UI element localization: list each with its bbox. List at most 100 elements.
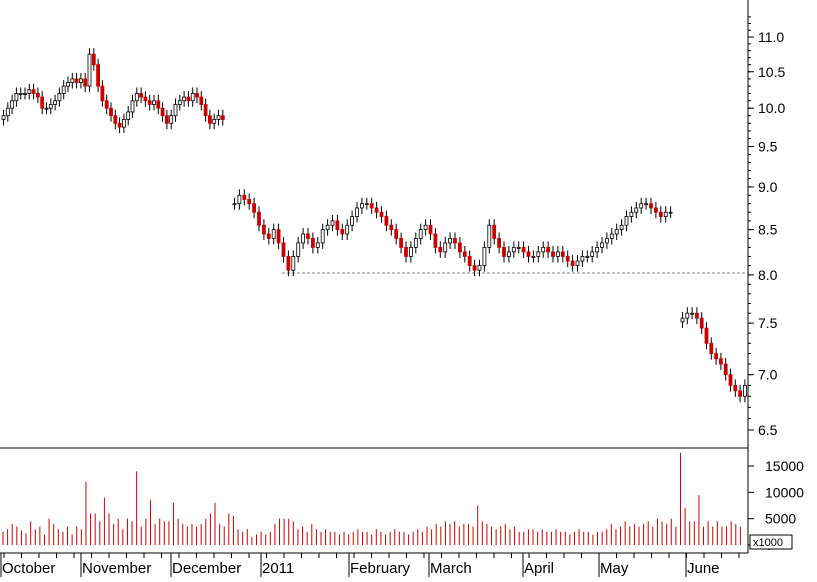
candle-down xyxy=(438,246,443,253)
candle-down xyxy=(462,251,467,257)
candle-down xyxy=(723,363,728,376)
candle-up xyxy=(10,100,15,109)
price-pane xyxy=(0,48,748,449)
month-label: November xyxy=(82,560,151,577)
price-tick-label: 7.5 xyxy=(758,315,778,331)
candle-down xyxy=(695,312,699,319)
candle-up xyxy=(212,119,217,124)
candle-up xyxy=(271,229,276,239)
price-tick-label: 11.0 xyxy=(758,29,784,45)
candle-up xyxy=(325,224,330,231)
candle-up xyxy=(585,256,590,258)
candle-down xyxy=(281,242,286,257)
candle-down xyxy=(399,238,404,248)
candle-down xyxy=(113,115,118,124)
candle-up xyxy=(79,78,83,83)
volume-tick-label: 10000 xyxy=(765,484,804,500)
unit-label: x1000 xyxy=(753,537,783,549)
candle-up xyxy=(66,82,70,87)
candle-up xyxy=(330,220,335,226)
candle-up xyxy=(296,242,301,257)
candle-up xyxy=(487,224,492,248)
candle-up xyxy=(580,256,585,262)
candle-up xyxy=(48,104,53,109)
candle-down xyxy=(109,107,113,117)
price-tick-label: 9.0 xyxy=(758,179,778,195)
candle-down xyxy=(560,251,565,257)
candle-down xyxy=(306,233,310,239)
candle-down xyxy=(649,203,653,209)
month-label: February xyxy=(350,560,411,577)
candle-down xyxy=(497,238,502,248)
candle-down xyxy=(247,199,252,205)
candle-up xyxy=(359,203,364,209)
candle-up xyxy=(418,229,423,239)
candle-up xyxy=(23,93,27,95)
candle-down xyxy=(453,238,457,244)
candle-down xyxy=(31,89,36,94)
candle-up xyxy=(595,246,599,253)
candle-down xyxy=(220,115,225,120)
candle-down xyxy=(738,390,742,397)
candle-up xyxy=(506,251,511,257)
candle-up xyxy=(320,229,325,244)
candle-up xyxy=(600,242,604,248)
price-tick-label: 6.5 xyxy=(758,422,778,438)
candle-up xyxy=(291,256,296,271)
candle-up xyxy=(743,384,747,397)
month-label: June xyxy=(687,560,720,577)
candle-down xyxy=(257,211,261,226)
month-label: April xyxy=(524,560,554,577)
candle-up xyxy=(355,207,359,217)
candle-down xyxy=(654,207,658,213)
candle-down xyxy=(394,229,399,239)
candle-down xyxy=(472,265,477,271)
candle-up xyxy=(27,89,32,94)
candle-up xyxy=(541,246,546,253)
candle-up xyxy=(443,242,448,253)
candle-up xyxy=(556,251,560,257)
candle-down xyxy=(199,96,204,105)
candle-down xyxy=(404,246,408,257)
candle-up xyxy=(87,53,92,87)
candle-down xyxy=(203,104,208,117)
candle-down xyxy=(104,100,109,109)
candle-up xyxy=(685,312,690,319)
candle-down xyxy=(733,384,738,392)
candle-down xyxy=(83,78,88,87)
candle-up xyxy=(511,246,516,253)
candle-down xyxy=(709,342,714,354)
candle-up xyxy=(680,317,685,323)
candle-down xyxy=(502,246,506,257)
candle-down xyxy=(433,233,438,248)
candle-up xyxy=(130,100,135,113)
candle-down xyxy=(551,251,555,257)
volume-tick-label: 5000 xyxy=(765,511,796,527)
candle-down xyxy=(310,238,315,248)
candle-down xyxy=(139,93,144,98)
candle-down xyxy=(286,256,291,271)
candle-up xyxy=(609,233,614,239)
volume-axis: 150001000050000x1000 xyxy=(748,458,804,553)
price-axis: 11.0 10.5 10.0 9.5 9.0 8.5 8.0 7.5 7.0 6.5 xyxy=(747,0,785,553)
candle-up xyxy=(634,207,639,213)
candle-down xyxy=(369,203,374,209)
candle-up xyxy=(663,211,668,217)
candle-up xyxy=(18,93,23,95)
candle-up xyxy=(413,238,418,248)
candle-down xyxy=(40,96,45,109)
volume-tick-label: 15000 xyxy=(765,458,804,474)
candle-up xyxy=(575,260,580,267)
candle-up xyxy=(408,246,413,257)
candle-up xyxy=(448,238,453,244)
candle-down xyxy=(728,374,733,386)
month-label: October xyxy=(2,560,55,577)
candle-up xyxy=(690,312,694,315)
candle-down xyxy=(261,224,266,235)
price-tick-label: 8.5 xyxy=(758,222,778,238)
volume-pane xyxy=(2,452,741,545)
candle-up xyxy=(423,224,428,231)
month-label: December xyxy=(172,560,241,577)
candle-up xyxy=(619,224,624,231)
